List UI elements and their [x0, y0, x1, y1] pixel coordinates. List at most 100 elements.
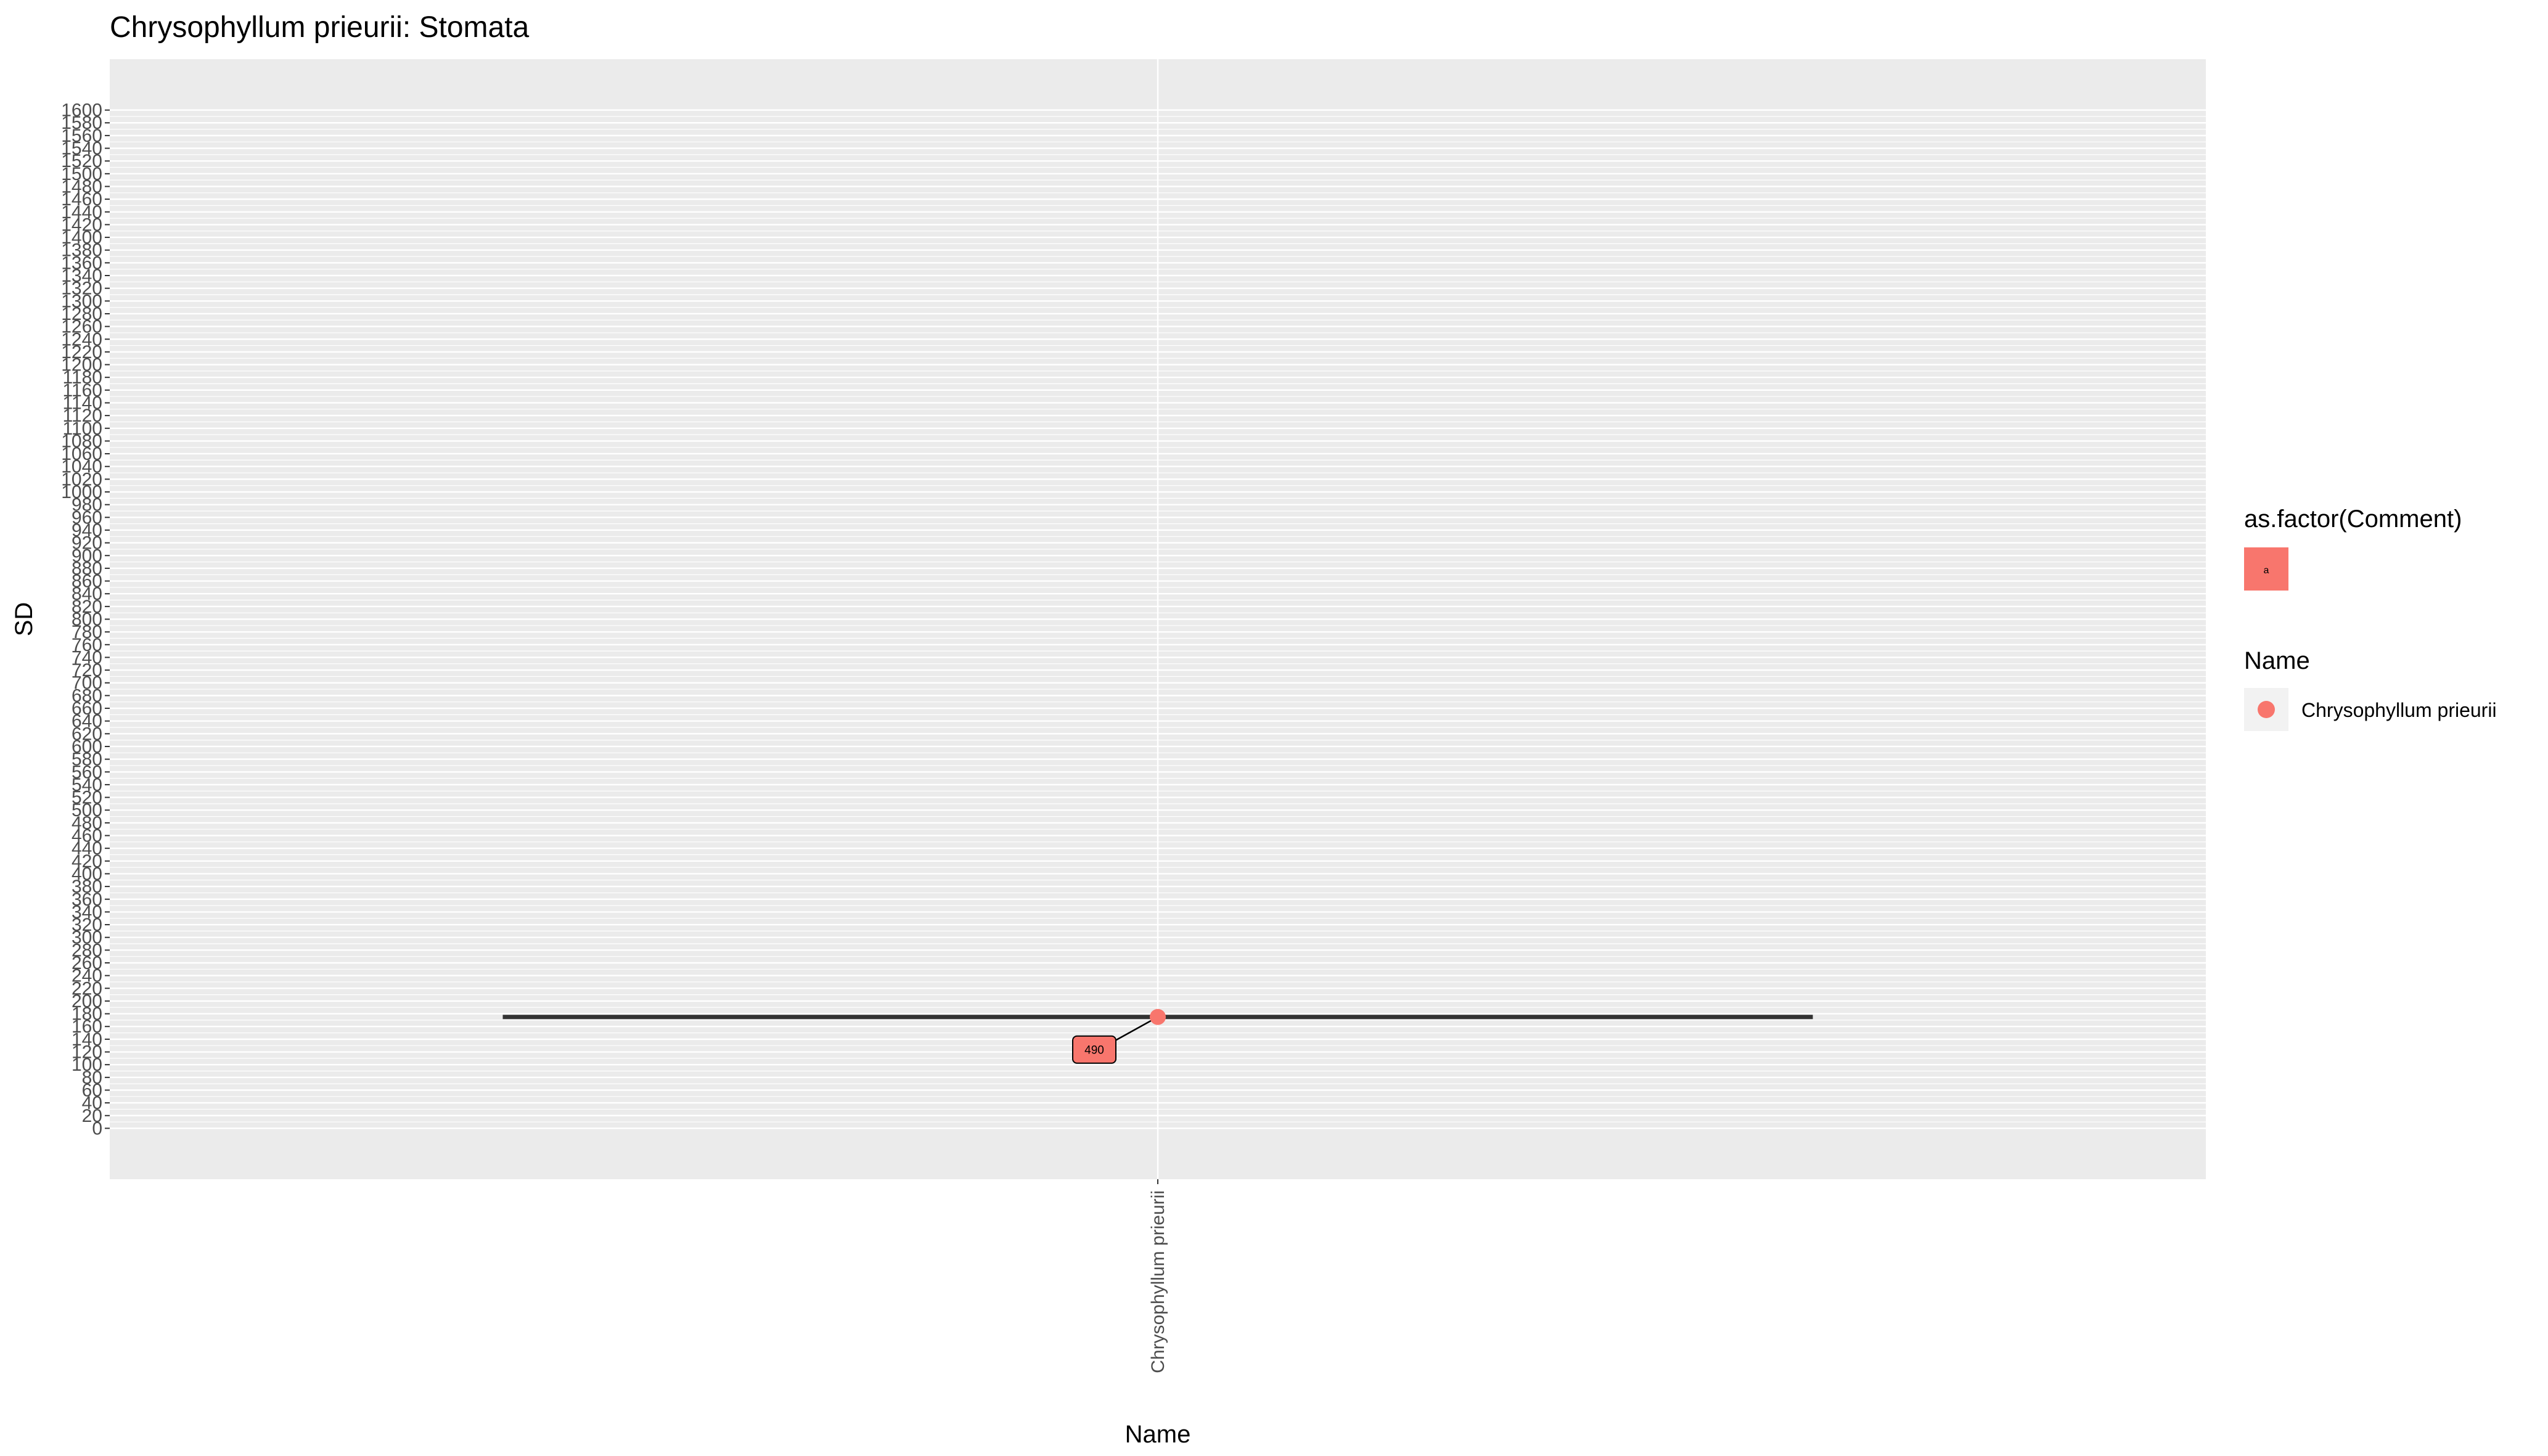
legend: as.factor(Comment) a Name Chrysophyllum pri… — [2244, 505, 2497, 731]
y-tick-label: 80 — [82, 1068, 102, 1088]
y-tick-label: 1340 — [61, 266, 102, 286]
legend-key-point — [2258, 701, 2275, 718]
y-tick-label: 380 — [72, 877, 102, 897]
y-tick-label: 60 — [82, 1080, 102, 1100]
y-tick-label: 1060 — [61, 444, 102, 464]
y-tick-label: 1360 — [61, 253, 102, 273]
chart-title: Chrysophyllum prieurii: Stomata — [110, 11, 530, 44]
y-tick-label: 1000 — [61, 482, 102, 502]
y-tick-label: 140 — [72, 1029, 102, 1050]
y-tick-label: 1300 — [61, 291, 102, 311]
y-tick-label: 900 — [72, 546, 102, 566]
grid-lines — [110, 59, 2206, 1179]
y-tick-label: 40 — [82, 1093, 102, 1113]
y-tick-label: 1220 — [61, 342, 102, 362]
y-tick-label: 1600 — [61, 100, 102, 121]
y-tick-label: 500 — [72, 800, 102, 820]
y-tick-label: 400 — [72, 864, 102, 884]
legend-key-comment — [2244, 547, 2288, 591]
y-tick-label: 960 — [72, 507, 102, 528]
y-tick-label: 660 — [72, 698, 102, 719]
label-connector — [1112, 1016, 1158, 1043]
y-tick-label: 740 — [72, 647, 102, 668]
y-tick-label: 1200 — [61, 355, 102, 375]
y-tick-label: 1260 — [61, 317, 102, 337]
y-tick-label: 920 — [72, 533, 102, 554]
y-tick-label: 780 — [72, 622, 102, 642]
legend-item-label: Chrysophyllum prieurii — [2301, 699, 2497, 721]
y-tick-label: 880 — [72, 558, 102, 579]
y-tick-label: 760 — [72, 635, 102, 655]
y-tick-label: 240 — [72, 966, 102, 986]
y-tick-label: 1160 — [62, 380, 102, 401]
y-tick-label: 980 — [72, 495, 102, 515]
y-tick-label: 360 — [72, 890, 102, 910]
x-tick-label: Chrysophyllum prieurii — [1148, 1190, 1168, 1373]
y-tick-label: 320 — [72, 915, 102, 935]
y-tick-label: 120 — [72, 1042, 102, 1063]
y-tick-label: 20 — [82, 1106, 102, 1126]
x-axis-title: Name — [1125, 1421, 1191, 1448]
y-tick-label: 1240 — [61, 329, 102, 350]
y-tick-label: 820 — [72, 597, 102, 617]
y-tick-label: 860 — [72, 571, 102, 592]
x-axis: Chrysophyllum prieurii — [1148, 1179, 1168, 1373]
y-tick-label: 1400 — [61, 227, 102, 248]
y-tick-label: 1460 — [61, 189, 102, 210]
y-tick-label: 840 — [72, 584, 102, 604]
y-tick-label: 1100 — [62, 419, 102, 439]
y-tick-label: 480 — [72, 813, 102, 833]
y-tick-label: 1560 — [61, 126, 102, 146]
y-tick-label: 1280 — [61, 304, 102, 324]
y-tick-label: 1320 — [61, 279, 102, 299]
y-tick-label: 260 — [72, 953, 102, 973]
y-tick-label: 1520 — [61, 151, 102, 171]
y-tick-label: 340 — [72, 902, 102, 922]
y-tick-label: 1480 — [61, 176, 102, 197]
y-tick-label: 1580 — [61, 113, 102, 133]
y-tick-label: 1040 — [61, 457, 102, 477]
y-tick-label: 1500 — [61, 164, 102, 184]
y-tick-label: 1440 — [61, 202, 102, 223]
y-tick-label: 1020 — [61, 469, 102, 489]
data-label: 490 — [1084, 1044, 1104, 1057]
y-tick-label: 580 — [72, 750, 102, 770]
y-tick-label: 0 — [92, 1118, 102, 1139]
y-tick-label: 700 — [72, 673, 102, 693]
y-tick-label: 160 — [72, 1016, 102, 1037]
y-axis-title: SD — [10, 602, 38, 637]
y-tick-label: 520 — [72, 788, 102, 808]
y-tick-label: 940 — [72, 520, 102, 541]
y-tick-label: 300 — [72, 928, 102, 948]
y-tick-label: 280 — [72, 940, 102, 960]
y-tick-label: 800 — [72, 610, 102, 630]
y-tick-label: 1540 — [61, 139, 102, 159]
y-tick-label: 420 — [72, 851, 102, 872]
y-tick-label: 100 — [72, 1055, 102, 1075]
y-tick-label: 180 — [72, 1004, 102, 1025]
y-tick-label: 560 — [72, 762, 102, 782]
data-label-box — [1072, 1035, 1116, 1064]
y-tick-label: 200 — [72, 991, 102, 1012]
y-tick-label: 460 — [72, 826, 102, 846]
y-tick-label: 640 — [72, 711, 102, 732]
legend-title-name: Name — [2244, 647, 2310, 674]
y-tick-label: 1420 — [61, 215, 102, 235]
y-axis: 0204060801001201401601802002202402602803… — [61, 100, 110, 1139]
y-tick-label: 1120 — [62, 406, 102, 426]
y-tick-label: 620 — [72, 724, 102, 744]
y-tick-label: 1140 — [62, 393, 102, 413]
y-tick-label: 680 — [72, 685, 102, 706]
y-tick-label: 220 — [72, 978, 102, 999]
data-marks: 490 — [1072, 1008, 1166, 1064]
y-tick-label: 1080 — [61, 431, 102, 451]
y-tick-label: 540 — [72, 775, 102, 795]
data-point — [1150, 1008, 1166, 1025]
legend-title-comment: as.factor(Comment) — [2244, 505, 2462, 533]
y-tick-label: 1380 — [61, 240, 102, 261]
y-tick-label: 440 — [72, 838, 102, 859]
y-tick-label: 720 — [72, 660, 102, 681]
y-tick-label: 600 — [72, 737, 102, 757]
legend-key-letter: a — [2264, 565, 2269, 576]
